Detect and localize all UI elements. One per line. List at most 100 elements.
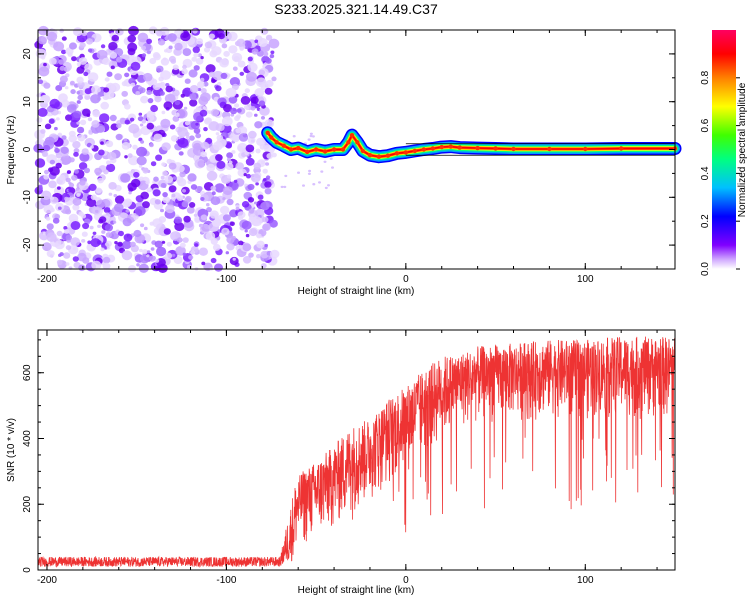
noise-speckle bbox=[97, 177, 104, 184]
noise-speckle bbox=[198, 96, 209, 106]
noise-speckle bbox=[107, 151, 117, 161]
noise-speckle bbox=[164, 93, 176, 104]
noise-speckle bbox=[228, 45, 238, 54]
noise-speckle bbox=[121, 81, 128, 87]
y-tick-label: 0 bbox=[22, 567, 33, 573]
noise-speckle bbox=[238, 244, 243, 249]
noise-speckle bbox=[212, 243, 221, 251]
y-tick-label: 200 bbox=[22, 495, 33, 512]
noise-speckle bbox=[103, 169, 109, 175]
noise-speckle bbox=[264, 181, 272, 188]
noise-speckle bbox=[65, 177, 71, 183]
noise-speckle bbox=[154, 240, 163, 248]
noise-speckle bbox=[127, 34, 136, 43]
noise-speckle bbox=[143, 72, 153, 82]
track-point bbox=[376, 154, 382, 159]
noise-speckle bbox=[73, 151, 79, 157]
noise-speckle bbox=[70, 237, 81, 247]
noise-speckle bbox=[138, 87, 146, 94]
noise-speckle bbox=[54, 148, 60, 153]
noise-speckle bbox=[52, 217, 60, 224]
noise-speckle bbox=[309, 132, 313, 135]
noise-speckle bbox=[331, 166, 334, 169]
noise-speckle bbox=[89, 225, 94, 230]
noise-speckle bbox=[49, 57, 57, 65]
noise-speckle bbox=[237, 60, 246, 68]
noise-speckle bbox=[180, 31, 191, 42]
noise-speckle bbox=[65, 262, 70, 266]
noise-speckle bbox=[42, 151, 48, 157]
noise-speckle bbox=[72, 140, 81, 149]
noise-speckle bbox=[63, 229, 70, 234]
noise-speckle bbox=[127, 153, 133, 158]
noise-speckle bbox=[188, 202, 196, 208]
noise-speckle bbox=[104, 240, 112, 247]
noise-speckle bbox=[269, 249, 280, 259]
noise-speckle bbox=[181, 68, 188, 75]
noise-speckle bbox=[284, 174, 288, 178]
noise-speckle bbox=[77, 126, 85, 134]
noise-speckle bbox=[57, 206, 62, 210]
noise-speckle bbox=[216, 160, 226, 169]
noise-speckle bbox=[132, 144, 138, 150]
noise-speckle bbox=[76, 91, 81, 95]
spectrogram-ylabel: Frequency (Hz) bbox=[6, 116, 17, 185]
noise-speckle bbox=[171, 67, 180, 75]
track-point bbox=[274, 140, 279, 145]
noise-speckle bbox=[54, 240, 65, 250]
noise-speckle bbox=[269, 219, 278, 228]
noise-speckle bbox=[254, 113, 258, 117]
track-point bbox=[493, 146, 498, 151]
noise-speckle bbox=[137, 116, 144, 122]
noise-speckle bbox=[264, 188, 272, 195]
noise-speckle bbox=[82, 257, 90, 264]
noise-speckle bbox=[269, 54, 275, 59]
noise-speckle bbox=[230, 113, 235, 117]
noise-speckle bbox=[69, 80, 75, 86]
noise-speckle bbox=[190, 250, 196, 255]
noise-speckle bbox=[116, 123, 122, 129]
snr-panel: -200 -100 0 100 0 200 400 600 Height of straigh… bbox=[6, 329, 676, 596]
track-point bbox=[583, 146, 588, 152]
track-point bbox=[346, 140, 351, 145]
noise-speckle bbox=[250, 106, 256, 111]
noise-speckle bbox=[70, 221, 81, 230]
noise-speckle bbox=[196, 38, 204, 45]
noise-speckle bbox=[255, 148, 261, 154]
noise-speckle bbox=[220, 72, 228, 79]
noise-speckle bbox=[245, 111, 253, 118]
noise-speckle bbox=[307, 172, 311, 175]
noise-speckle bbox=[150, 104, 159, 113]
noise-speckle bbox=[50, 196, 59, 205]
noise-speckle bbox=[122, 240, 132, 250]
track-point bbox=[439, 144, 444, 150]
noise-speckle bbox=[114, 241, 118, 245]
noise-speckle bbox=[199, 223, 211, 234]
noise-speckle bbox=[182, 237, 189, 243]
noise-speckle bbox=[103, 87, 110, 93]
noise-speckle bbox=[256, 233, 262, 239]
noise-speckle bbox=[228, 95, 238, 104]
noise-speckle bbox=[259, 106, 270, 116]
noise-speckle bbox=[241, 220, 252, 230]
noise-speckle bbox=[104, 77, 110, 82]
noise-speckle bbox=[96, 49, 108, 60]
noise-speckle bbox=[100, 141, 104, 145]
noise-speckle bbox=[114, 73, 122, 81]
noise-speckle bbox=[194, 243, 199, 247]
noise-speckle bbox=[172, 64, 179, 71]
noise-speckle bbox=[40, 129, 46, 134]
noise-speckle bbox=[71, 56, 77, 62]
noise-speckle bbox=[206, 203, 210, 207]
noise-speckle bbox=[223, 229, 227, 233]
noise-speckle bbox=[229, 256, 239, 266]
noise-speckle bbox=[86, 38, 93, 45]
noise-speckle bbox=[226, 152, 234, 159]
noise-speckle bbox=[232, 66, 238, 71]
noise-speckle bbox=[166, 241, 172, 247]
noise-speckle bbox=[217, 81, 222, 86]
noise-speckle bbox=[161, 142, 171, 151]
noise-speckle bbox=[95, 187, 102, 194]
noise-speckle bbox=[177, 137, 189, 148]
noise-speckle bbox=[264, 119, 275, 128]
